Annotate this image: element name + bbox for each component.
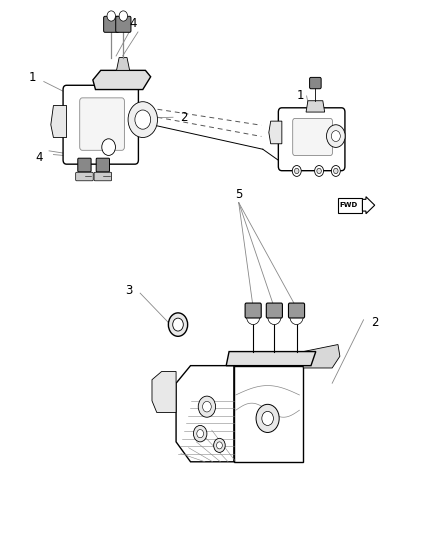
Polygon shape (303, 344, 340, 368)
Polygon shape (117, 58, 130, 70)
Polygon shape (51, 106, 67, 138)
FancyBboxPatch shape (245, 303, 261, 318)
Circle shape (194, 425, 207, 442)
FancyBboxPatch shape (234, 366, 303, 462)
Polygon shape (93, 70, 151, 90)
Circle shape (216, 442, 223, 449)
Circle shape (290, 308, 303, 325)
FancyBboxPatch shape (289, 303, 304, 318)
Circle shape (128, 102, 158, 138)
FancyBboxPatch shape (266, 303, 283, 318)
Text: 2: 2 (371, 316, 378, 329)
Circle shape (214, 438, 225, 453)
Polygon shape (176, 366, 234, 462)
Circle shape (256, 405, 279, 432)
Text: 4: 4 (35, 151, 43, 164)
Text: 1: 1 (296, 90, 304, 102)
FancyBboxPatch shape (76, 172, 93, 181)
FancyBboxPatch shape (293, 118, 332, 156)
Text: FWD: FWD (339, 202, 357, 208)
Circle shape (314, 166, 324, 176)
Circle shape (332, 166, 340, 176)
Circle shape (197, 430, 204, 438)
Circle shape (334, 168, 338, 174)
FancyBboxPatch shape (104, 17, 119, 33)
Circle shape (262, 411, 273, 425)
FancyBboxPatch shape (338, 198, 363, 213)
FancyBboxPatch shape (96, 158, 110, 172)
FancyBboxPatch shape (78, 158, 91, 172)
Text: 2: 2 (180, 111, 188, 124)
Circle shape (202, 401, 211, 412)
Polygon shape (269, 121, 282, 144)
Circle shape (326, 125, 345, 148)
Text: 1: 1 (29, 71, 37, 84)
Polygon shape (306, 101, 325, 112)
Text: 5: 5 (235, 188, 242, 201)
Polygon shape (226, 352, 316, 366)
Circle shape (107, 11, 116, 21)
FancyBboxPatch shape (310, 77, 321, 88)
FancyBboxPatch shape (80, 98, 124, 150)
Circle shape (268, 308, 281, 325)
FancyArrow shape (362, 197, 374, 214)
Text: 4: 4 (130, 18, 138, 30)
FancyBboxPatch shape (63, 85, 138, 164)
Circle shape (247, 308, 260, 325)
Circle shape (135, 110, 151, 129)
Circle shape (198, 396, 215, 417)
Circle shape (332, 131, 340, 142)
Circle shape (173, 318, 183, 331)
FancyBboxPatch shape (279, 108, 345, 171)
Circle shape (292, 166, 301, 176)
Circle shape (317, 168, 321, 174)
Polygon shape (152, 372, 176, 413)
FancyBboxPatch shape (116, 17, 131, 33)
Circle shape (119, 11, 127, 21)
Text: 3: 3 (126, 284, 133, 297)
FancyBboxPatch shape (94, 172, 112, 181)
Circle shape (294, 168, 299, 174)
Circle shape (168, 313, 187, 336)
Circle shape (102, 139, 116, 156)
